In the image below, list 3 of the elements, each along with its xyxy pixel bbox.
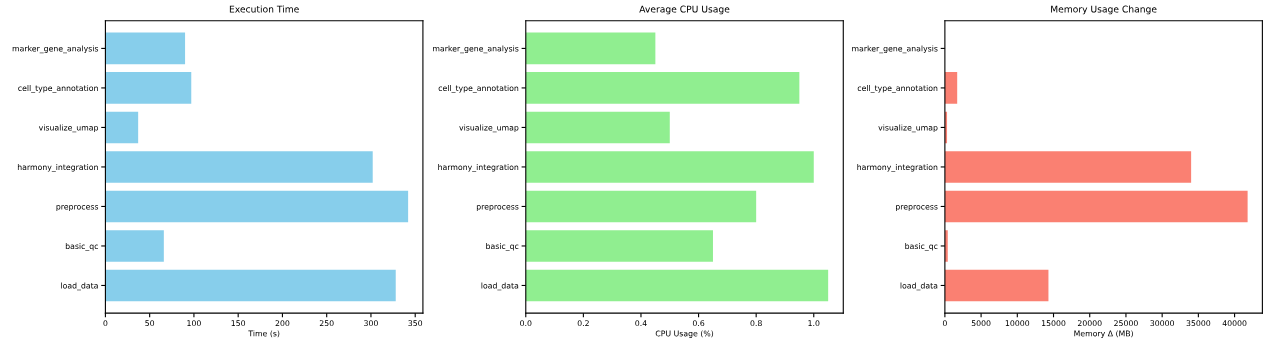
chart-title: Execution Time [229,5,299,13]
chart-title: Average CPU Usage [639,5,730,15]
chart-title: Memory Usage Change [1051,5,1157,15]
